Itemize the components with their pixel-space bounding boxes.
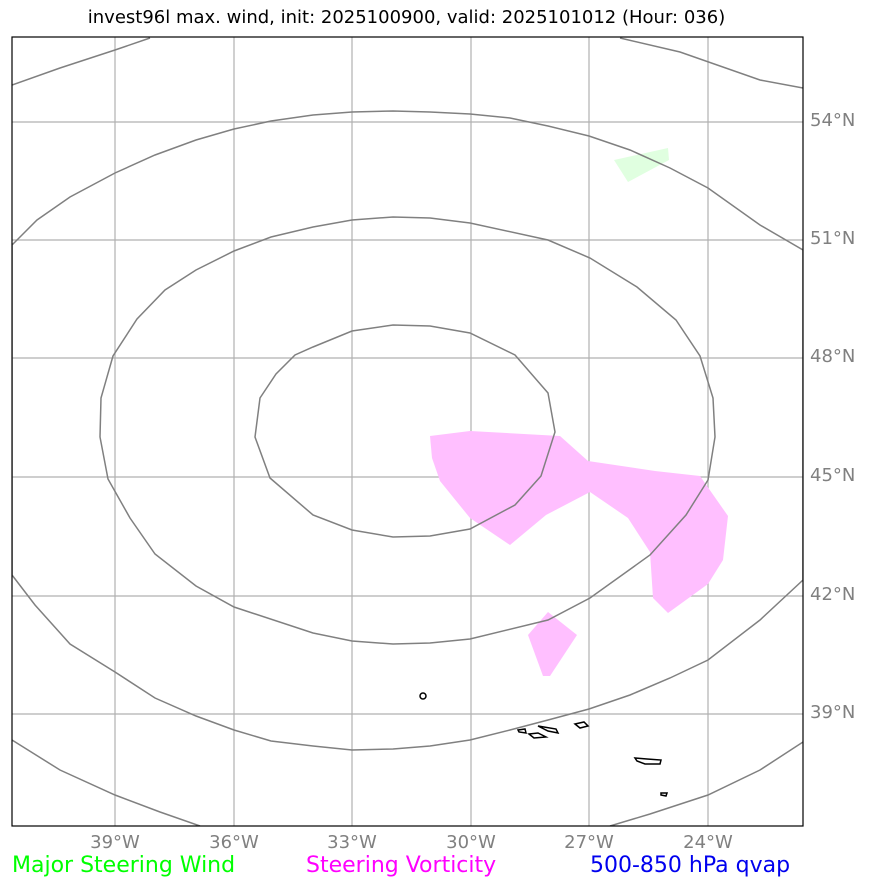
lon-label-27w: 27°W	[564, 832, 614, 853]
contour-ring-2	[99, 216, 716, 645]
lat-label-39n: 39°N	[810, 702, 856, 723]
map-title: invest96l max. wind, init: 2025100900, v…	[87, 7, 726, 28]
island-terceira	[573, 721, 590, 729]
lat-label-51n: 51°N	[810, 228, 856, 249]
contour-ring-4	[12, 37, 803, 89]
contour-lines	[12, 37, 803, 826]
lon-label-36w: 36°W	[209, 832, 259, 853]
lat-label-42n: 42°N	[810, 584, 856, 605]
steering-vorticity-area-main	[430, 431, 728, 613]
steering-vorticity-area-south	[528, 612, 577, 676]
lon-label-39w: 39°W	[90, 832, 140, 853]
island-santa-maria	[660, 792, 669, 797]
lon-label-30w: 30°W	[446, 832, 496, 853]
island-corvo	[419, 692, 427, 700]
lon-label-33w: 33°W	[327, 832, 377, 853]
island-faial	[516, 728, 527, 734]
contour-ring-3	[12, 110, 803, 751]
island-sao-jorge	[527, 732, 549, 739]
lat-label-45n: 45°N	[810, 465, 856, 486]
graticule	[12, 37, 803, 826]
legend-major-steering-wind: Major Steering Wind	[12, 853, 236, 878]
contour-ring-1	[254, 324, 556, 538]
island-pico	[537, 725, 560, 735]
steering-wind-area	[614, 148, 669, 182]
lon-label-24w: 24°W	[683, 832, 733, 853]
lat-label-54n: 54°N	[810, 110, 856, 131]
legend-qvap: 500-850 hPa qvap	[590, 853, 791, 878]
map-frame	[11, 36, 804, 827]
contour-ring-4-south	[12, 739, 803, 826]
coastline-islands	[419, 692, 669, 797]
lat-label-48n: 48°N	[810, 346, 856, 367]
legend-steering-vorticity: Steering Vorticity	[306, 853, 497, 878]
island-sao-miguel	[633, 757, 662, 765]
